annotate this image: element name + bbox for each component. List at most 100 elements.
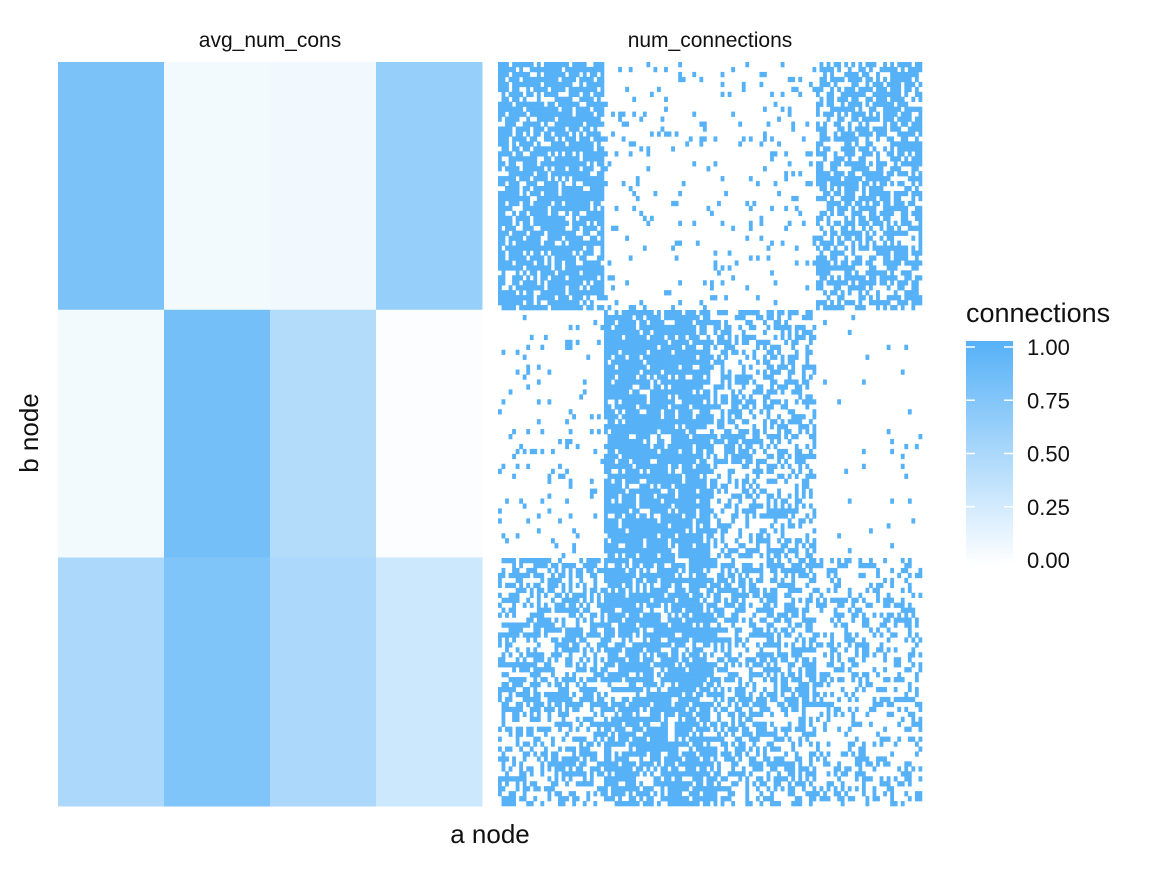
- connection-cell: [618, 572, 622, 579]
- connection-cell: [498, 62, 502, 68]
- connection-cell: [607, 488, 612, 494]
- connection-cell: [695, 359, 700, 365]
- connection-cell: [561, 230, 566, 236]
- connection-cell: [805, 349, 810, 355]
- connection-cell: [752, 349, 757, 355]
- connection-cell: [515, 448, 520, 455]
- connection-cell: [766, 493, 771, 499]
- connection-cell: [589, 225, 594, 231]
- connection-cell: [551, 225, 555, 231]
- connection-cell: [635, 195, 640, 202]
- connection-cell: [688, 533, 693, 539]
- connection-cell: [667, 473, 672, 479]
- connection-cell: [515, 215, 520, 222]
- connection-cell: [911, 265, 916, 271]
- connection-cell: [826, 146, 831, 152]
- connection-cell: [847, 498, 852, 504]
- connection-cell: [618, 528, 622, 534]
- connection-cell: [731, 518, 736, 524]
- connection-cell: [618, 558, 622, 564]
- connection-cell: [660, 354, 665, 360]
- connection-cell: [586, 166, 591, 172]
- connection-cell: [533, 270, 538, 276]
- connection-cell: [639, 364, 644, 370]
- connection-cell: [536, 250, 541, 256]
- connection-cell: [900, 230, 905, 236]
- connection-cell: [628, 429, 633, 435]
- connection-cell: [692, 354, 697, 360]
- connection-cell: [861, 146, 866, 152]
- connection-cell: [741, 369, 746, 375]
- connection-cell: [649, 548, 654, 554]
- connection-cell: [854, 176, 859, 182]
- connection-cell: [688, 528, 693, 534]
- connection-cell: [589, 285, 594, 291]
- connection-cell: [770, 493, 774, 499]
- connection-cell: [646, 553, 651, 559]
- connection-cell: [840, 101, 845, 107]
- connection-cell: [688, 319, 693, 326]
- connection-cell: [625, 404, 630, 410]
- connection-cell: [741, 543, 746, 549]
- connection-cell: [653, 473, 658, 479]
- connection-cell: [907, 582, 912, 589]
- connection-cell: [823, 275, 827, 281]
- connection-cell: [632, 453, 637, 460]
- connection-cell: [741, 577, 746, 584]
- connection-cell: [604, 151, 608, 157]
- connection-cell: [688, 329, 693, 336]
- connection-cell: [692, 424, 697, 430]
- connection-cell: [812, 528, 817, 534]
- connection-cell: [533, 245, 538, 251]
- connection-cell: [607, 260, 612, 266]
- connection-cell: [551, 205, 555, 212]
- connection-cell: [890, 66, 895, 73]
- connection-cell: [745, 562, 750, 569]
- connection-cell: [883, 215, 887, 222]
- connection-cell: [498, 300, 502, 306]
- connection-cell: [918, 146, 923, 152]
- connection-cell: [649, 394, 654, 400]
- connection-cell: [780, 577, 785, 584]
- connection-cell: [671, 553, 675, 559]
- connection-cell: [784, 513, 789, 519]
- connection-cell: [847, 230, 852, 236]
- connection-cell: [695, 379, 700, 385]
- connection-cell: [635, 329, 640, 336]
- connection-cell: [505, 62, 509, 68]
- connection-cell: [501, 141, 506, 147]
- connection-cell: [702, 443, 707, 450]
- connection-cell: [558, 518, 562, 524]
- connection-cell: [745, 463, 750, 470]
- connection-cell: [536, 176, 541, 182]
- connection-cell: [614, 548, 619, 554]
- connection-cell: [819, 66, 824, 73]
- connection-cell: [667, 488, 672, 494]
- connection-cell: [565, 62, 569, 68]
- connection-cell: [498, 106, 502, 112]
- connection-cell: [586, 181, 591, 187]
- connection-cell: [501, 597, 506, 603]
- connection-cell: [702, 468, 707, 474]
- connection-cell: [501, 280, 506, 286]
- connection-cell: [688, 587, 693, 594]
- connection-cell: [812, 409, 817, 415]
- connection-cell: [628, 329, 633, 336]
- connection-cell: [572, 245, 577, 251]
- connection-cell: [664, 394, 668, 400]
- connection-cell: [589, 71, 594, 78]
- connection-cell: [621, 448, 626, 455]
- connection-cell: [653, 523, 658, 529]
- connection-cell: [770, 562, 774, 569]
- connection-cell: [727, 438, 732, 445]
- connection-cell: [702, 324, 707, 331]
- connection-cell: [858, 146, 863, 152]
- connection-cell: [869, 161, 873, 167]
- connection-cell: [851, 220, 856, 226]
- connection-cell: [586, 558, 591, 564]
- connection-cell: [865, 562, 870, 569]
- connection-cell: [755, 567, 760, 574]
- connection-cell: [589, 493, 594, 499]
- connection-cell: [540, 166, 545, 172]
- connection-cell: [805, 478, 810, 484]
